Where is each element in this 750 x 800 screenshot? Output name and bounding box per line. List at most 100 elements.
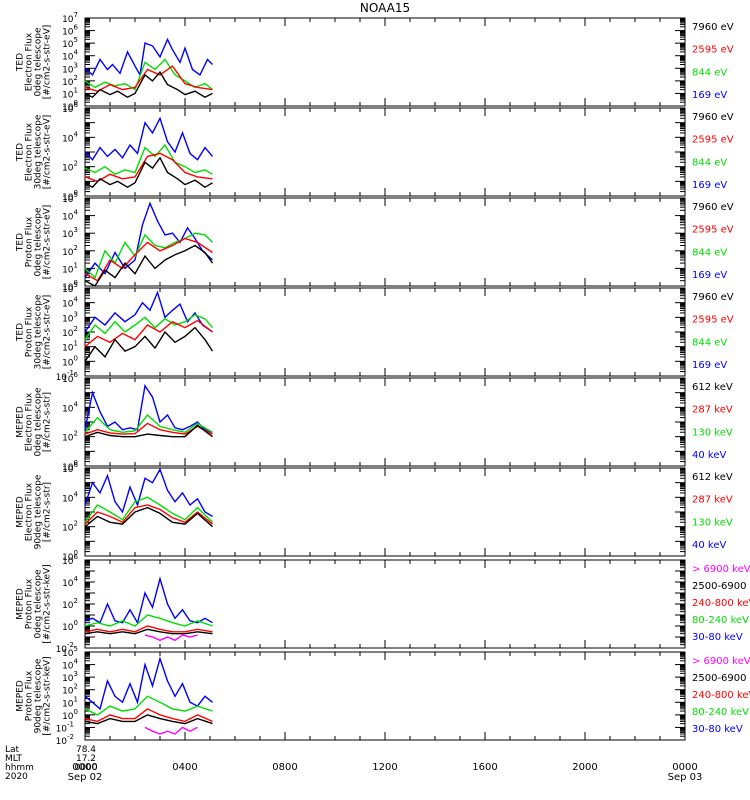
legend-entry: 2595 eV bbox=[692, 135, 734, 146]
y-tick-label: 104 bbox=[62, 575, 78, 589]
y-tick-label: 101 bbox=[62, 261, 78, 275]
x-tick-label: 0000 bbox=[72, 762, 97, 773]
y-axis-label-line: 90deg telescope bbox=[34, 474, 44, 549]
legend-entry: > 6900 keV bbox=[692, 564, 750, 575]
series-line-red bbox=[84, 152, 213, 183]
legend-entry: 169 eV bbox=[692, 360, 727, 371]
legend-entry: 612 keV bbox=[692, 472, 733, 483]
y-axis-label-line: [#/cm2-s-str-eV] bbox=[43, 25, 53, 100]
y-axis-label-line: 0deg telescope bbox=[34, 569, 44, 639]
series-group bbox=[84, 467, 213, 528]
x-tick-label: 0800 bbox=[272, 762, 297, 773]
y-axis-label-line: TED bbox=[16, 323, 26, 342]
series-line-magenta bbox=[144, 726, 198, 735]
y-axis-label-line: [#/cm2-s-str-keV] bbox=[43, 656, 53, 735]
series-group bbox=[84, 383, 213, 438]
legend-entry: 40 keV bbox=[692, 450, 726, 461]
y-tick-label: 102 bbox=[62, 520, 78, 534]
legend: 7960 eV 2595 eV 844 eV 169 eV bbox=[692, 22, 734, 101]
series-line-red bbox=[84, 65, 213, 92]
y-tick-label: 102 bbox=[62, 430, 78, 444]
legend-entry: 844 eV bbox=[692, 247, 727, 258]
y-axis-label-line: [#/cm2-s-str-eV] bbox=[43, 115, 53, 190]
series-line-black bbox=[84, 506, 213, 528]
figure-title: NOAA15 bbox=[360, 1, 410, 15]
x-date-label: Sep 03 bbox=[668, 772, 703, 783]
legend-entry: 7960 eV bbox=[692, 22, 734, 33]
y-ticks bbox=[84, 17, 686, 107]
y-tick-label: 104 bbox=[62, 490, 78, 504]
series-line-black bbox=[84, 70, 213, 99]
y-axis-label-line: 0deg telescope bbox=[34, 27, 44, 97]
legend-entry: 169 eV bbox=[692, 270, 727, 281]
y-axis-label-line: 0deg telescope bbox=[34, 387, 44, 457]
series-line-red bbox=[84, 237, 213, 282]
y-ticks bbox=[84, 559, 686, 649]
ephemeris-label: MLT bbox=[5, 754, 23, 764]
series-group bbox=[84, 576, 213, 642]
series-line-black bbox=[84, 156, 213, 189]
y-ticks bbox=[84, 651, 686, 741]
y-axis-label: TED Proton Flux 30deg telescope [#/cm2-s-st… bbox=[16, 294, 53, 369]
panel-frame bbox=[84, 559, 686, 649]
legend-entry: 30-80 keV bbox=[692, 724, 743, 735]
y-ticks bbox=[84, 287, 686, 377]
series-line-green bbox=[84, 232, 213, 279]
legend-entry: 2500-6900 bbox=[692, 673, 747, 684]
legend-entry: 169 eV bbox=[692, 90, 727, 101]
series-line-red bbox=[84, 422, 213, 435]
series-line-red bbox=[84, 708, 213, 723]
y-tick-label: 102 bbox=[62, 160, 78, 174]
legend-entry: 7960 eV bbox=[692, 112, 734, 123]
legend: 7960 eV 2595 eV 844 eV 169 eV bbox=[692, 292, 734, 371]
y-axis-label-line: TED bbox=[16, 53, 26, 72]
legend-entry: 612 keV bbox=[692, 382, 733, 393]
y-tick-label: 101 bbox=[62, 340, 78, 354]
legend-entry: 7960 eV bbox=[692, 292, 734, 303]
y-tick-label: 104 bbox=[62, 209, 78, 223]
legend-entry: 240-800 keV bbox=[692, 690, 750, 701]
series-line-black bbox=[84, 628, 213, 635]
series-line-black bbox=[84, 326, 214, 362]
y-tick-label: 102 bbox=[62, 597, 78, 611]
series-group bbox=[84, 656, 213, 735]
y-tick-label: 104 bbox=[62, 130, 78, 144]
series-line-blue bbox=[84, 576, 213, 625]
legend-entry: 844 eV bbox=[692, 337, 727, 348]
y-axis-label-line: TED bbox=[16, 233, 26, 252]
y-tick-label: 102 bbox=[62, 244, 78, 258]
y-axis-label-line: [#/cm2-s-str-keV] bbox=[43, 564, 53, 643]
x-tick-label: 0400 bbox=[172, 762, 197, 773]
panel-frame bbox=[84, 467, 686, 557]
y-axis-label: MEPED Proton Flux 0deg telescope [#/cm2-s-s… bbox=[16, 564, 53, 643]
y-axis-label: MEPED Proton Flux 90deg telescope [#/cm2-s-… bbox=[16, 656, 53, 735]
legend-entry: 40 keV bbox=[692, 540, 726, 551]
legend-entry: 130 keV bbox=[692, 517, 733, 528]
legend-entry: 287 keV bbox=[692, 405, 733, 416]
x-tick-label: 1600 bbox=[472, 762, 497, 773]
legend: 7960 eV 2595 eV 844 eV 169 eV bbox=[692, 202, 734, 281]
y-axis-label-line: Proton Flux bbox=[25, 306, 35, 357]
x-tick-label: 1200 bbox=[372, 762, 397, 773]
y-axis-label-line: 30deg telescope bbox=[34, 114, 44, 189]
ephemeris-label: hhmm bbox=[5, 763, 34, 773]
y-tick-label: 100 bbox=[62, 354, 78, 368]
series-line-blue bbox=[84, 383, 213, 433]
panel-frame bbox=[84, 377, 686, 467]
y-axis-label-line: Electron Flux bbox=[25, 122, 35, 181]
y-axis-label: TED Proton Flux 0deg telescope [#/cm2-s-str… bbox=[16, 205, 53, 280]
legend-entry: 287 keV bbox=[692, 495, 733, 506]
y-axis-label-line: Electron Flux bbox=[25, 482, 35, 541]
legend-entry: 2595 eV bbox=[692, 315, 734, 326]
y-axis-label-line: Proton Flux bbox=[25, 578, 35, 629]
series-line-blue bbox=[84, 37, 213, 77]
ephemeris-value: 17.2 bbox=[76, 754, 96, 764]
legend-entry: 169 eV bbox=[692, 180, 727, 191]
legend-entry: 7960 eV bbox=[692, 202, 734, 213]
series-line-green bbox=[84, 614, 213, 627]
